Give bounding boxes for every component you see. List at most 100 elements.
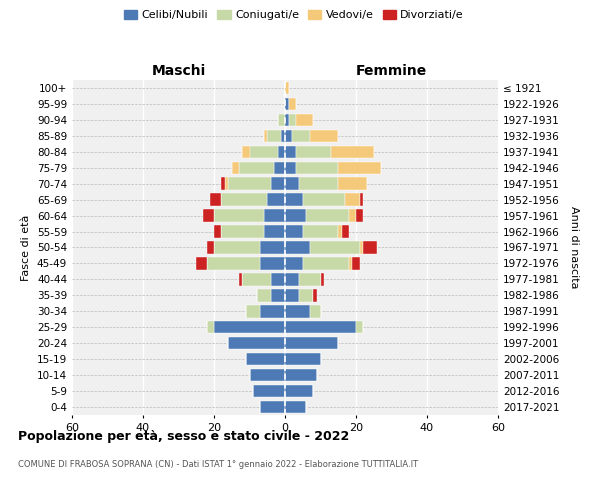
Bar — [285, 321, 356, 334]
Bar — [285, 178, 299, 190]
Bar — [285, 194, 303, 206]
Text: Maschi: Maschi — [151, 64, 206, 78]
Bar — [214, 242, 260, 254]
Bar — [285, 210, 307, 222]
Bar — [271, 178, 285, 190]
Bar — [296, 114, 313, 126]
Bar — [285, 130, 292, 142]
Bar — [338, 226, 342, 238]
Bar — [211, 194, 221, 206]
Bar — [264, 226, 285, 238]
Bar — [239, 273, 242, 285]
Bar — [320, 273, 324, 285]
Y-axis label: Anni di nascita: Anni di nascita — [569, 206, 579, 288]
Bar — [228, 178, 271, 190]
Bar — [267, 194, 285, 206]
Bar — [285, 305, 310, 318]
Bar — [338, 162, 381, 174]
Bar — [196, 257, 207, 270]
Bar — [289, 98, 296, 110]
Y-axis label: Fasce di età: Fasce di età — [22, 214, 31, 280]
Bar — [274, 162, 285, 174]
Bar — [285, 353, 320, 366]
Bar — [207, 321, 214, 334]
Bar — [285, 337, 338, 349]
Bar — [285, 242, 310, 254]
Bar — [221, 226, 264, 238]
Bar — [207, 257, 260, 270]
Bar — [285, 401, 307, 413]
Legend: Celibi/Nubili, Coniugati/e, Vedovi/e, Divorziati/e: Celibi/Nubili, Coniugati/e, Vedovi/e, Di… — [119, 6, 469, 25]
Bar — [224, 178, 228, 190]
Bar — [285, 385, 313, 398]
Bar — [356, 321, 363, 334]
Bar — [260, 257, 285, 270]
Bar — [221, 178, 224, 190]
Bar — [299, 273, 320, 285]
Bar — [264, 210, 285, 222]
Bar — [214, 210, 264, 222]
Bar — [356, 210, 363, 222]
Bar — [271, 289, 285, 302]
Bar — [359, 242, 363, 254]
Bar — [296, 162, 338, 174]
Bar — [285, 146, 296, 158]
Bar — [246, 305, 260, 318]
Bar — [242, 146, 250, 158]
Bar — [214, 226, 221, 238]
Bar — [250, 146, 278, 158]
Bar — [281, 130, 285, 142]
Bar — [285, 162, 296, 174]
Bar — [363, 242, 377, 254]
Bar — [310, 242, 359, 254]
Bar — [260, 305, 285, 318]
Bar — [346, 194, 359, 206]
Bar — [285, 226, 303, 238]
Bar — [292, 130, 310, 142]
Bar — [278, 114, 285, 126]
Bar — [310, 305, 320, 318]
Bar — [342, 226, 349, 238]
Text: Femmine: Femmine — [356, 64, 427, 78]
Bar — [257, 289, 271, 302]
Bar — [299, 178, 338, 190]
Bar — [310, 130, 338, 142]
Bar — [352, 257, 359, 270]
Bar — [285, 257, 303, 270]
Bar — [246, 353, 285, 366]
Bar — [303, 194, 346, 206]
Bar — [207, 242, 214, 254]
Bar — [232, 162, 239, 174]
Bar — [253, 385, 285, 398]
Bar — [285, 114, 289, 126]
Text: Popolazione per età, sesso e stato civile - 2022: Popolazione per età, sesso e stato civil… — [18, 430, 349, 443]
Bar — [228, 337, 285, 349]
Bar — [285, 369, 317, 382]
Bar — [349, 257, 352, 270]
Bar — [303, 257, 349, 270]
Bar — [221, 194, 267, 206]
Bar — [214, 321, 285, 334]
Bar — [285, 289, 299, 302]
Bar — [296, 146, 331, 158]
Bar — [242, 273, 271, 285]
Bar — [239, 162, 274, 174]
Bar — [260, 401, 285, 413]
Bar — [299, 289, 313, 302]
Bar — [285, 98, 289, 110]
Bar — [250, 369, 285, 382]
Bar — [331, 146, 374, 158]
Bar — [264, 130, 267, 142]
Text: COMUNE DI FRABOSA SOPRANA (CN) - Dati ISTAT 1° gennaio 2022 - Elaborazione TUTTI: COMUNE DI FRABOSA SOPRANA (CN) - Dati IS… — [18, 460, 418, 469]
Bar — [285, 273, 299, 285]
Bar — [313, 289, 317, 302]
Bar — [267, 130, 281, 142]
Bar — [338, 178, 367, 190]
Bar — [307, 210, 349, 222]
Bar — [359, 194, 363, 206]
Bar — [271, 273, 285, 285]
Bar — [349, 210, 356, 222]
Bar — [203, 210, 214, 222]
Bar — [260, 242, 285, 254]
Bar — [289, 114, 296, 126]
